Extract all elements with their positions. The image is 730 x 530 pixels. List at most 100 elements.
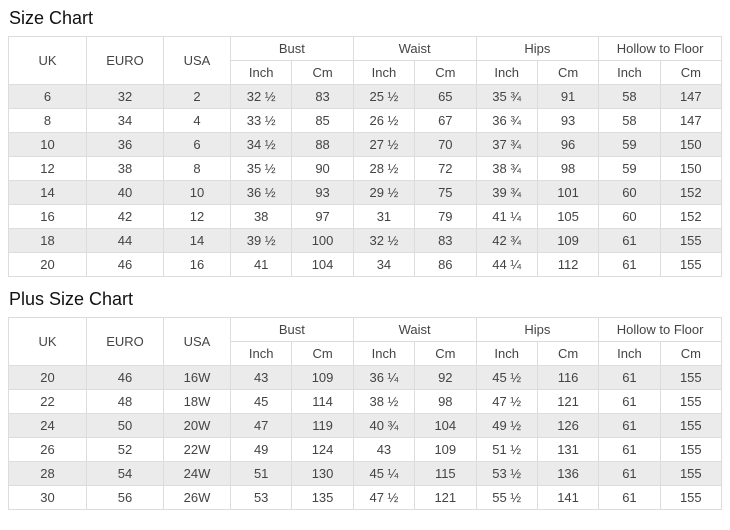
table-cell: 58 (598, 84, 661, 109)
table-cell: 136 (536, 461, 600, 486)
table-cell: 18W (163, 389, 231, 414)
table-cell: 34 ½ (229, 132, 293, 157)
table-cell: 43 (352, 437, 416, 462)
table-cell: 20W (163, 413, 231, 438)
table-cell: 45 ½ (475, 365, 538, 390)
table-cell: 47 ½ (475, 389, 538, 414)
table-cell: 126 (536, 413, 600, 438)
table-cell: 31 (352, 204, 416, 229)
table-cell: 42 (86, 204, 164, 229)
table-cell: 155 (659, 252, 723, 277)
table-cell: 45 (229, 389, 293, 414)
table-cell: 86 (414, 252, 477, 277)
table-row: 24 50 20W 47 119 40 ¾ 104 49 ½ 126 61 155 (8, 413, 723, 438)
table-cell: 93 (291, 180, 354, 205)
table-cell: 115 (414, 461, 477, 486)
table-cell: 12 (163, 204, 231, 229)
sub-header-hollow-to-floor-cm: Cm (659, 60, 723, 85)
column-header-uk: UK (8, 36, 87, 85)
header-row-units: Inch Cm Inch Cm Inch Cm Inch Cm (9, 341, 723, 366)
table-cell: 32 ½ (229, 84, 293, 109)
table-cell: 100 (291, 228, 354, 253)
table-cell: 29 ½ (352, 180, 416, 205)
group-header-waist: Waist (352, 317, 477, 342)
table-row: 30 56 26W 53 135 47 ½ 121 55 ½ 141 61 155 (8, 485, 723, 510)
table-cell: 70 (414, 132, 477, 157)
table-cell: 16 (163, 252, 231, 277)
table-cell: 152 (659, 204, 723, 229)
table-cell: 47 (229, 413, 293, 438)
table-cell: 38 (229, 204, 293, 229)
table-cell: 41 ¼ (475, 204, 538, 229)
table-row: 12 38 8 35 ½ 90 28 ½ 72 38 ¾ 98 59 150 (8, 156, 723, 181)
table-cell: 155 (659, 437, 723, 462)
table-cell: 36 ½ (229, 180, 293, 205)
table-cell: 53 ½ (475, 461, 538, 486)
table-row: 8 34 4 33 ½ 85 26 ½ 67 36 ¾ 93 58 147 (8, 108, 723, 133)
table-cell: 51 ½ (475, 437, 538, 462)
table-row: 10 36 6 34 ½ 88 27 ½ 70 37 ¾ 96 59 150 (8, 132, 723, 157)
sub-header-hollow-to-floor-inch: Inch (598, 60, 661, 85)
column-header-usa: USA (163, 317, 231, 366)
table-cell: 61 (598, 413, 661, 438)
sub-header-bust-inch: Inch (229, 60, 293, 85)
sub-header-hips-cm: Cm (536, 341, 600, 366)
table-cell: 33 ½ (229, 108, 293, 133)
table-cell: 46 (86, 365, 164, 390)
group-header-hips: Hips (475, 317, 600, 342)
table-row: 18 44 14 39 ½ 100 32 ½ 83 42 ¾ 109 61 155 (8, 228, 723, 253)
column-header-euro: EURO (86, 317, 164, 366)
table-cell: 131 (536, 437, 600, 462)
table-cell: 61 (598, 389, 661, 414)
table-cell: 30 (8, 485, 87, 510)
table-cell: 26 ½ (352, 108, 416, 133)
table-cell: 52 (86, 437, 164, 462)
table-cell: 44 (86, 228, 164, 253)
table-cell: 35 ½ (229, 156, 293, 181)
table-cell: 79 (414, 204, 477, 229)
table-cell: 59 (598, 156, 661, 181)
table-cell: 26 (8, 437, 87, 462)
column-header-uk: UK (8, 317, 87, 366)
table-row: 20 46 16W 43 109 36 ¼ 92 45 ½ 116 61 155 (8, 365, 723, 390)
table-cell: 85 (291, 108, 354, 133)
table-row: 28 54 24W 51 130 45 ¼ 115 53 ½ 136 61 155 (8, 461, 723, 486)
size-chart-title: Size Chart (9, 8, 94, 28)
group-header-waist: Waist (352, 36, 477, 61)
table-cell: 32 ½ (352, 228, 416, 253)
table-cell: 22 (8, 389, 87, 414)
table-cell: 2 (163, 84, 231, 109)
table-cell: 49 (229, 437, 293, 462)
sub-header-waist-cm: Cm (414, 60, 477, 85)
group-header-hollow-to-floor: Hollow to Floor (598, 317, 722, 342)
table-row: 16 42 12 38 97 31 79 41 ¼ 105 60 152 (8, 204, 723, 229)
table-cell: 39 ¾ (475, 180, 538, 205)
table-cell: 48 (86, 389, 164, 414)
table-cell: 27 ½ (352, 132, 416, 157)
table-cell: 45 ¼ (352, 461, 416, 486)
table-cell: 18 (8, 228, 87, 253)
table-cell: 61 (598, 485, 661, 510)
table-cell: 24 (8, 413, 87, 438)
table-cell: 56 (86, 485, 164, 510)
table-cell: 98 (414, 389, 477, 414)
table-cell: 20 (8, 252, 87, 277)
table-cell: 116 (536, 365, 600, 390)
sub-header-bust-cm: Cm (291, 60, 354, 85)
table-cell: 28 ½ (352, 156, 416, 181)
group-header-bust: Bust (230, 36, 354, 61)
table-cell: 10 (8, 132, 87, 157)
table-cell: 14 (163, 228, 231, 253)
table-cell: 96 (536, 132, 600, 157)
table-cell: 104 (414, 413, 477, 438)
sub-header-hollow-to-floor-cm: Cm (659, 341, 723, 366)
table-cell: 119 (291, 413, 354, 438)
table-cell: 39 ½ (229, 228, 293, 253)
table-cell: 98 (536, 156, 600, 181)
table-cell: 65 (414, 84, 477, 109)
table-cell: 61 (598, 437, 661, 462)
table-cell: 93 (536, 108, 600, 133)
table-cell: 46 (86, 252, 164, 277)
table-cell: 155 (659, 228, 723, 253)
